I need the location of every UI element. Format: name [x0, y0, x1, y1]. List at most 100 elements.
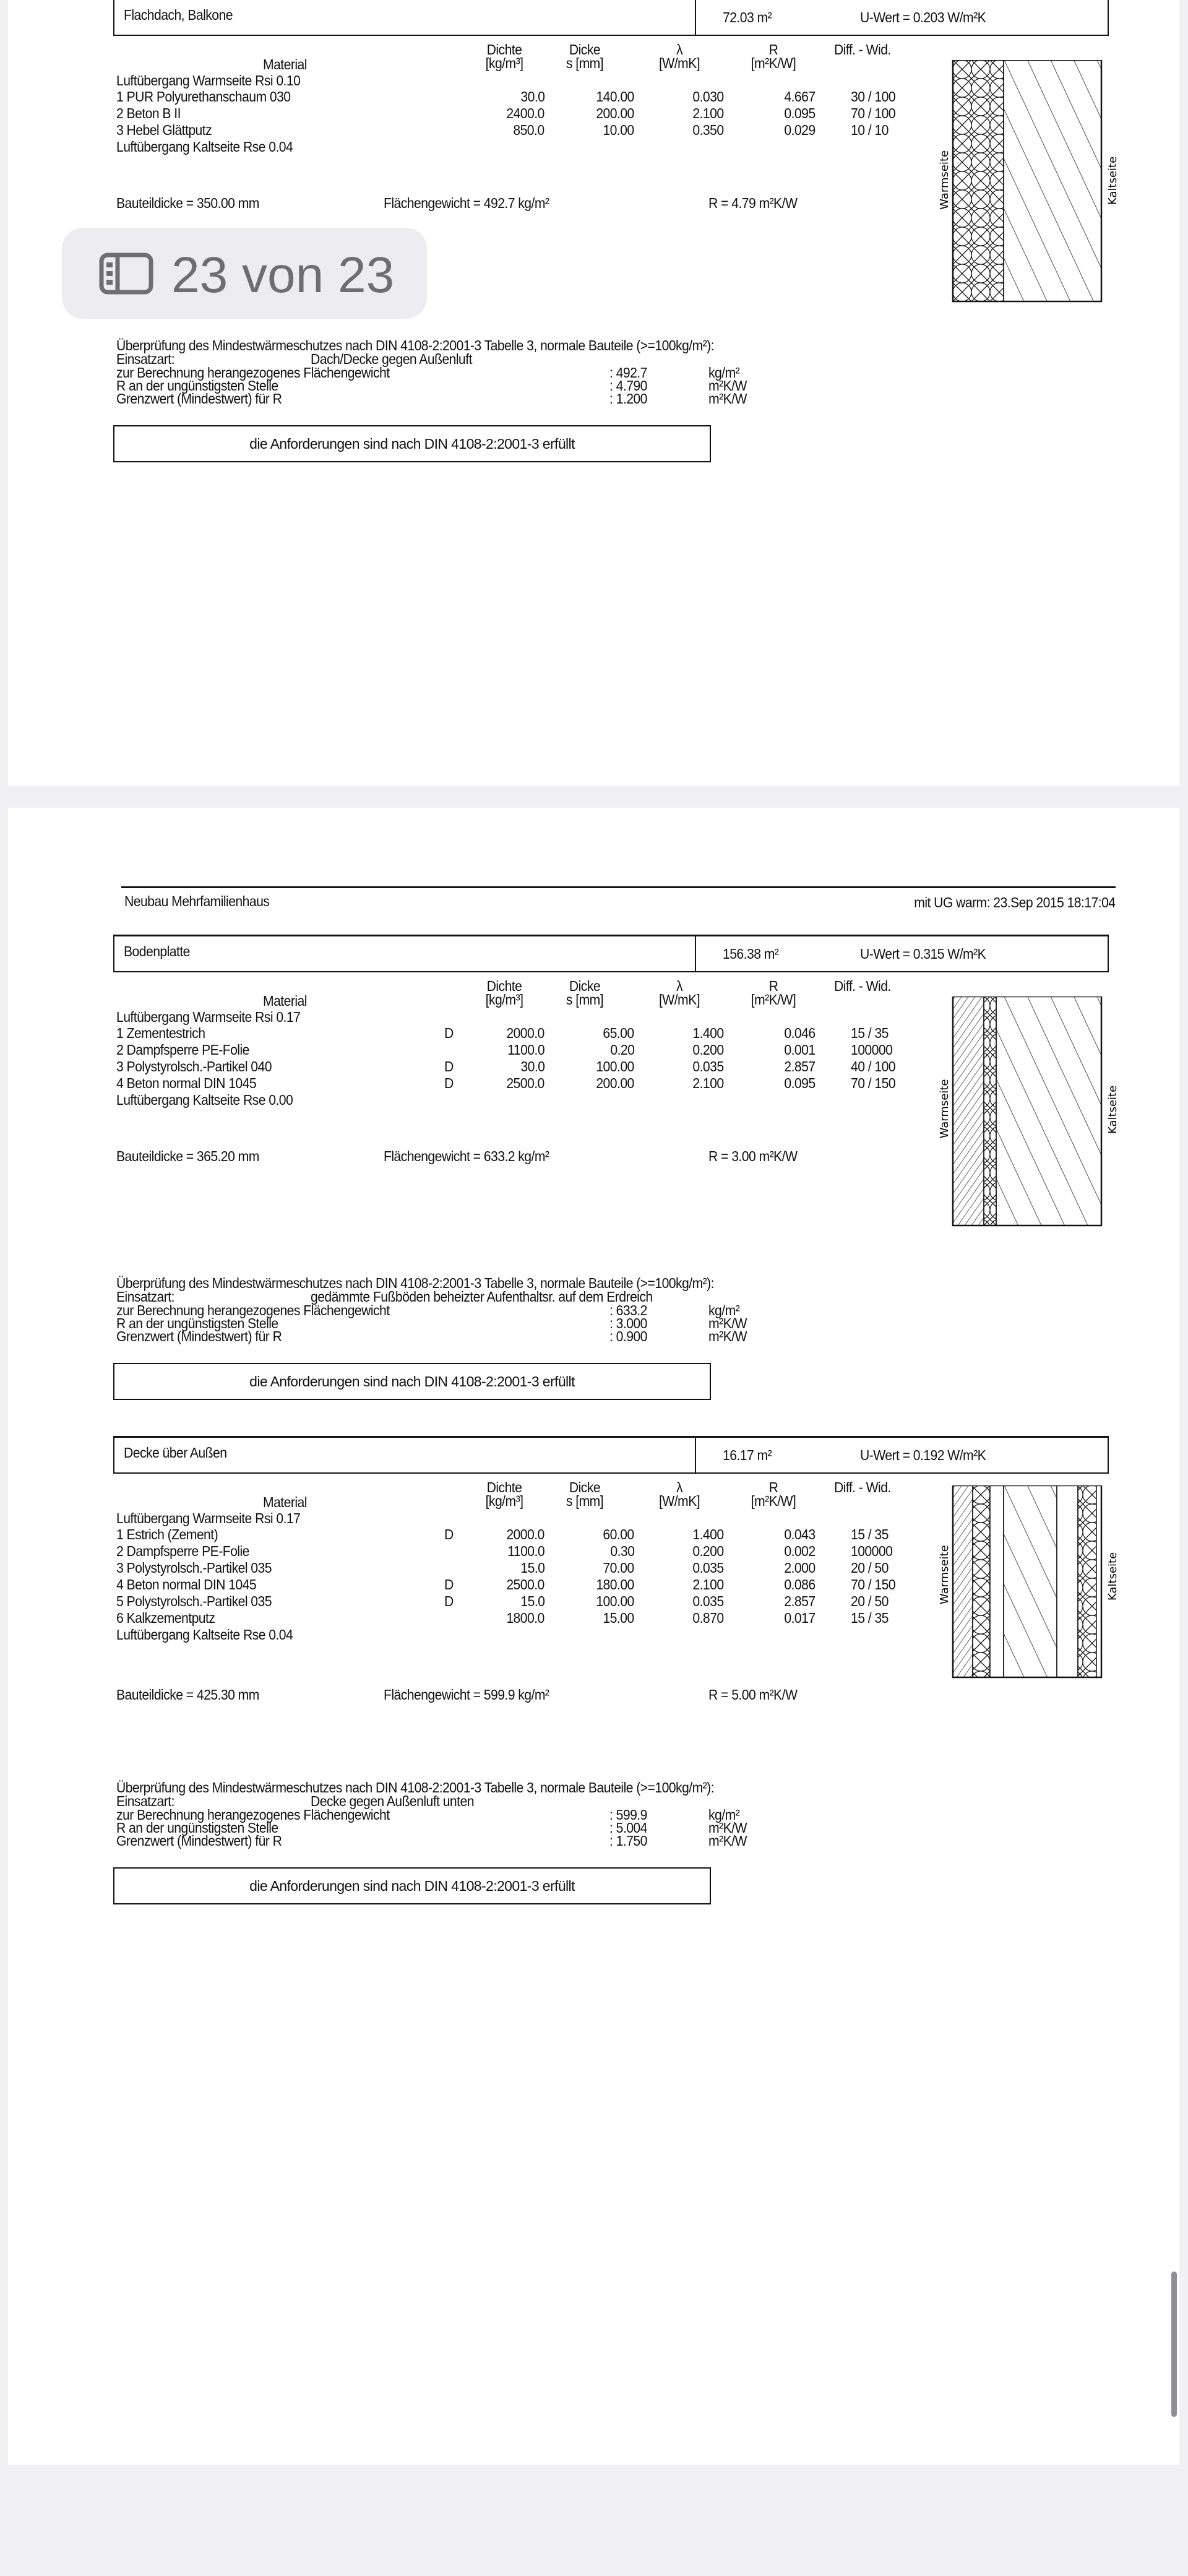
col-header-diff: Diff. - Wid. [834, 978, 891, 994]
header-divider [695, 0, 696, 35]
requirements-result-box: die Anforderungen sind nach DIN 4108-2:2… [113, 425, 711, 462]
col-header-lambda-unit: [W/mK] [658, 1493, 700, 1509]
col-header-dichte: Dichte [486, 978, 522, 994]
layer-dichte: 850.0 [513, 122, 545, 138]
layer-diff: 70 / 150 [851, 1075, 896, 1091]
air-transfer-warm: Luftübergang Warmseite Rsi 0.10 [116, 72, 301, 89]
air-transfer-warm: Luftübergang Warmseite Rsi 0.17 [116, 1510, 301, 1526]
layer-dichte: 2000.0 [506, 1025, 545, 1041]
section-area: 156.38 m² [723, 946, 779, 962]
layer-diff: 10 / 10 [851, 122, 889, 138]
layer-lambda: 0.035 [692, 1560, 725, 1576]
scrollbar-thumb[interactable] [1171, 2271, 1177, 2417]
section-header-box [113, 1436, 1109, 1474]
layer-lambda: 1.400 [692, 1025, 725, 1041]
layer-r: 0.002 [784, 1543, 816, 1559]
layer-name: 1 PUR Polyurethanschaum 030 [116, 89, 291, 105]
layer-r: 0.029 [784, 122, 816, 138]
check-value: : 1.750 [609, 1833, 647, 1849]
layer-name: 3 Polystyrolsch.-Partikel 035 [116, 1560, 272, 1576]
layer-dicke: 200.00 [596, 105, 635, 121]
einsatzart-value: gedämmte Fußböden beheizter Aufenthaltsr… [311, 1289, 653, 1305]
layer-diff: 15 / 35 [851, 1610, 889, 1626]
col-header-lambda: λ [676, 978, 683, 994]
check-unit: m²K/W [708, 391, 747, 407]
layer-dichte: 30.0 [520, 89, 545, 105]
layer-name: 5 Polystyrolsch.-Partikel 035 [116, 1593, 272, 1609]
check-label: Grenzwert (Mindestwert) für R [116, 391, 282, 407]
layer-diff: 100000 [851, 1543, 893, 1559]
check-title: Überprüfung des Mindestwärmeschutzes nac… [116, 1275, 715, 1291]
layer-dicke: 10.00 [603, 122, 635, 138]
layer-flag: D [444, 1593, 454, 1609]
section-uwert: U-Wert = 0.203 W/m²K [860, 9, 986, 25]
col-header-r: R [768, 978, 778, 994]
header-rule [121, 886, 1116, 888]
r-total: R = 5.00 m²K/W [708, 1687, 798, 1703]
sidebar-icon [99, 253, 153, 295]
einsatzart-label: Einsatzart: [116, 351, 174, 367]
layer-r: 2.857 [784, 1593, 816, 1609]
layer-flag: D [444, 1075, 454, 1091]
page-counter-badge[interactable]: 23 von 23 [62, 228, 427, 319]
col-header-lambda: λ [676, 1479, 683, 1495]
layer-dicke: 70.00 [603, 1560, 635, 1576]
col-header-dicke-unit: s [mm] [566, 992, 604, 1008]
col-header-diff: Diff. - Wid. [834, 1479, 891, 1495]
layer-r: 2.857 [784, 1058, 816, 1074]
section-header-box [113, 935, 1109, 972]
layer-flag: D [444, 1576, 454, 1593]
r-total: R = 4.79 m²K/W [708, 195, 798, 211]
check-value: : 4.790 [609, 378, 647, 394]
layer-diff: 40 / 100 [851, 1058, 896, 1074]
check-label: R an der ungünstigsten Stelle [116, 378, 278, 394]
einsatzart-value: Dach/Decke gegen Außenluft [311, 351, 472, 367]
layer-dicke: 180.00 [596, 1576, 635, 1593]
layer-cross-section-diagram: Warmseite Kaltseite [938, 60, 1119, 303]
layer-dichte: 2400.0 [506, 105, 545, 121]
layer-lambda: 0.200 [692, 1543, 725, 1559]
layer-lambda: 0.035 [692, 1593, 725, 1609]
layer-lambda: 0.350 [692, 122, 725, 138]
flaechengewicht: Flächengewicht = 599.9 kg/m² [384, 1687, 549, 1703]
check-title: Überprüfung des Mindestwärmeschutzes nac… [116, 337, 715, 353]
check-label: Grenzwert (Mindestwert) für R [116, 1328, 282, 1344]
col-header-material: Material [263, 56, 307, 72]
layer-diff: 30 / 100 [851, 89, 896, 105]
layer-name: 4 Beton normal DIN 1045 [116, 1576, 257, 1593]
check-label: Grenzwert (Mindestwert) für R [116, 1833, 282, 1849]
cold-side-label: Kaltseite [1106, 1086, 1119, 1134]
section-title: Decke über Außen [124, 1445, 227, 1461]
check-value: : 599.9 [609, 1807, 647, 1823]
project-name: Neubau Mehrfamilienhaus [124, 893, 270, 909]
requirements-result: die Anforderungen sind nach DIN 4108-2:2… [249, 436, 575, 452]
col-header-dicke-unit: s [mm] [566, 1493, 604, 1509]
check-unit: kg/m² [708, 1807, 740, 1823]
layer-r: 0.095 [784, 105, 816, 121]
layer-dicke: 60.00 [603, 1526, 635, 1542]
col-header-dicke: Dicke [569, 1479, 601, 1495]
layer-dicke: 15.00 [603, 1610, 635, 1626]
layer-r: 0.095 [784, 1075, 816, 1091]
section-title: Bodenplatte [124, 943, 190, 959]
section-title: Flachdach, Balkone [124, 7, 233, 23]
layer-lambda: 0.870 [692, 1610, 725, 1626]
layer-diff: 20 / 50 [851, 1560, 889, 1576]
check-label: zur Berechnung herangezogenes Flächengew… [116, 365, 390, 381]
layer-r: 4.667 [784, 89, 816, 105]
layer-diff: 15 / 35 [851, 1526, 889, 1542]
layer-r: 0.001 [784, 1042, 816, 1058]
check-title: Überprüfung des Mindestwärmeschutzes nac… [116, 1779, 715, 1796]
layer-lambda: 0.200 [692, 1042, 725, 1058]
layer-name: 2 Dampfsperre PE-Folie [116, 1042, 249, 1058]
check-value: : 1.200 [609, 391, 647, 407]
layer-name: 1 Estrich (Zement) [116, 1526, 218, 1542]
flaechengewicht: Flächengewicht = 492.7 kg/m² [384, 195, 549, 211]
layer-diff: 70 / 100 [851, 105, 896, 121]
layer-r: 2.000 [784, 1560, 816, 1576]
check-value: : 0.900 [609, 1328, 647, 1344]
layer-r: 0.017 [784, 1610, 816, 1626]
layer-flag: D [444, 1526, 454, 1542]
layer-r: 0.086 [784, 1576, 816, 1593]
calc-info: mit UG warm: 23.Sep 2015 18:17:04 [914, 894, 1116, 910]
